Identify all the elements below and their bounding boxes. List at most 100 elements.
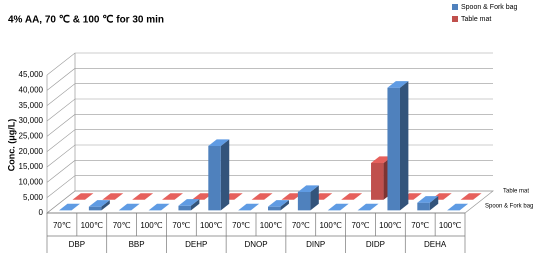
x-tick-label: 100℃ xyxy=(200,221,222,230)
bar-side xyxy=(280,200,289,211)
y-tick-label: 30,000 xyxy=(19,116,44,125)
x-tick-label: 100℃ xyxy=(81,221,103,230)
bar xyxy=(132,193,154,200)
bar-side xyxy=(220,139,230,211)
bar xyxy=(208,139,230,211)
bar-top xyxy=(118,203,140,211)
grid-line xyxy=(46,144,493,168)
bar xyxy=(297,185,319,211)
bar-front xyxy=(88,206,102,211)
bar-top xyxy=(132,193,154,200)
x-tick-label: 70℃ xyxy=(53,221,71,230)
bar-top xyxy=(148,203,170,211)
bar xyxy=(417,196,439,211)
bar-side xyxy=(399,81,409,211)
grid-line xyxy=(46,83,493,106)
bar-top xyxy=(371,156,392,163)
x-tick-label: 70℃ xyxy=(352,221,370,230)
chart-title: 4% AA, 70 ℃ & 100 ℃ for 30 min xyxy=(8,15,164,26)
group-label: DEHA xyxy=(424,240,447,249)
bar xyxy=(148,203,170,211)
bar xyxy=(460,193,482,200)
bar xyxy=(118,203,140,211)
legend-label: Table mat xyxy=(461,16,491,23)
bar-side xyxy=(101,200,110,211)
y-tick-label: 5,000 xyxy=(23,193,44,202)
grid-line xyxy=(46,175,493,198)
x-tick-label: 100℃ xyxy=(260,221,282,230)
group-label: BBP xyxy=(129,240,145,249)
bar-top xyxy=(191,193,213,200)
bar-top xyxy=(72,193,94,200)
group-label: DIDP xyxy=(366,240,385,249)
depth-label: Spoon & Fork bag xyxy=(485,204,533,210)
bar xyxy=(447,203,469,211)
x-tick-label: 70℃ xyxy=(411,221,429,230)
bar xyxy=(251,193,273,200)
group-label: DNOP xyxy=(244,240,267,249)
legend-swatch xyxy=(452,16,458,22)
bar-front xyxy=(371,163,384,200)
grid-line xyxy=(46,129,493,152)
bar-top xyxy=(251,193,273,200)
bar-side xyxy=(310,185,319,211)
x-tick-label: 70℃ xyxy=(292,221,310,230)
bar xyxy=(327,203,349,211)
bar xyxy=(268,200,289,211)
bar-top xyxy=(341,193,363,200)
x-tick-label: 100℃ xyxy=(379,221,401,230)
bar xyxy=(341,193,363,200)
bar-front xyxy=(178,205,191,211)
y-tick-label: 0 xyxy=(39,208,44,217)
bar xyxy=(281,193,303,200)
bar-top xyxy=(447,203,469,211)
bar-top xyxy=(178,199,200,206)
grid-line xyxy=(46,52,493,76)
group-label: DBP xyxy=(69,240,85,249)
bar xyxy=(102,193,124,200)
bar-front xyxy=(417,202,430,211)
grid-line xyxy=(46,68,493,91)
grid-line xyxy=(46,160,493,183)
group-label: DEHP xyxy=(185,240,207,249)
bar xyxy=(238,203,260,211)
y-tick-label: 10,000 xyxy=(19,177,44,186)
bar-top xyxy=(102,193,124,200)
bar xyxy=(191,193,213,200)
y-tick-label: 25,000 xyxy=(19,131,44,140)
y-tick-label: 45,000 xyxy=(19,70,44,79)
bar-front xyxy=(268,206,281,211)
bar-front xyxy=(297,191,311,211)
bar-side xyxy=(429,196,439,211)
x-tick-label: 70℃ xyxy=(232,221,250,230)
bar-top xyxy=(297,185,319,192)
bar-front xyxy=(387,87,400,211)
bar-top xyxy=(268,200,289,207)
group-label: DINP xyxy=(306,240,325,249)
bar-top xyxy=(281,193,303,200)
bar-top xyxy=(59,203,80,211)
bar xyxy=(88,200,110,211)
bar-top xyxy=(88,200,110,207)
x-tick-label: 70℃ xyxy=(172,221,190,230)
x-tick-label: 100℃ xyxy=(439,221,461,230)
bar-top xyxy=(208,139,230,146)
bar-side xyxy=(190,199,200,211)
x-tick-label: 100℃ xyxy=(319,221,341,230)
grid-line xyxy=(46,190,493,214)
legend-label: Spoon & Fork bag xyxy=(461,4,518,11)
bar-front xyxy=(208,145,221,211)
grid-line xyxy=(46,98,493,122)
y-tick-label: 20,000 xyxy=(19,147,44,156)
bar-top xyxy=(417,196,439,203)
bar-top xyxy=(238,203,260,211)
bar xyxy=(357,203,379,211)
x-tick-label: 100℃ xyxy=(140,221,162,230)
bar-top xyxy=(162,193,183,200)
bar xyxy=(162,193,183,200)
y-axis-label: Conc. (μg/L) xyxy=(6,119,16,172)
y-tick-label: 40,000 xyxy=(19,85,44,94)
grid-line xyxy=(46,114,493,137)
bar xyxy=(72,193,94,200)
